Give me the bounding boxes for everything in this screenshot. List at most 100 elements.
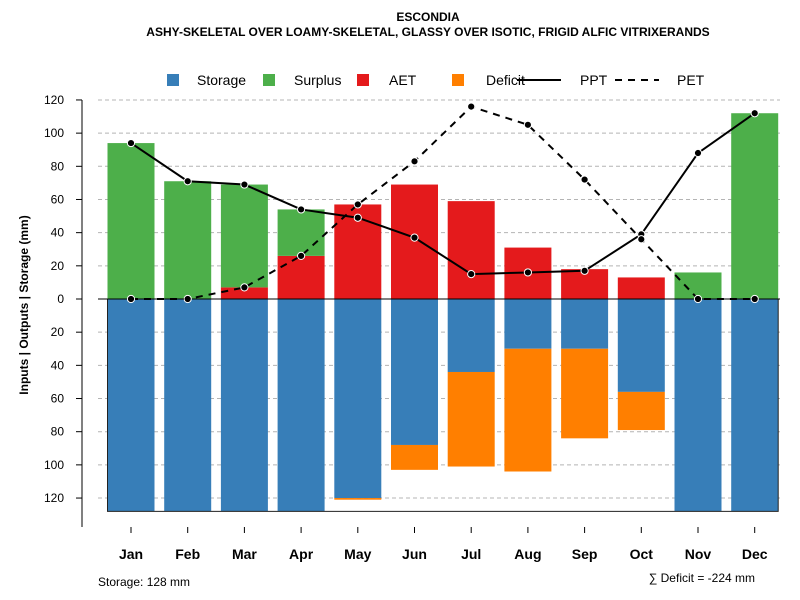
y-tick-label: 80: [51, 425, 65, 439]
line-ppt: [130, 112, 756, 276]
point-ppt-sep: [580, 266, 589, 275]
point-pet-apr: [297, 251, 306, 260]
x-tick-label-aug: Aug: [514, 546, 541, 562]
y-tick-label: 80: [51, 159, 65, 173]
y-tick-label: 100: [44, 126, 64, 140]
x-tick-label-jun: Jun: [402, 546, 427, 562]
y-axis-label: Inputs | Outputs | Storage (mm): [17, 215, 31, 394]
bar-deficit-aug: [504, 348, 552, 472]
lines: [126, 102, 759, 304]
point-ppt-dec: [750, 109, 759, 118]
x-tick-label-jan: Jan: [119, 546, 143, 562]
bar-deficit-jun: [391, 444, 438, 470]
point-ppt-feb: [183, 177, 192, 186]
point-ppt-jul: [467, 270, 476, 279]
y-tick-label: 60: [51, 192, 65, 206]
legend-label-surplus: Surplus: [294, 72, 341, 88]
bar-surplus-dec: [731, 113, 779, 299]
bar-surplus-feb: [164, 181, 212, 299]
point-pet-jun: [410, 157, 419, 166]
bar-storage-apr: [277, 299, 325, 512]
y-tick-label: 120: [44, 491, 64, 505]
point-pet-jul: [467, 102, 476, 111]
point-pet-may: [353, 200, 362, 209]
bar-surplus-nov: [674, 272, 722, 299]
point-pet-nov: [693, 294, 703, 304]
x-tick-label-sep: Sep: [572, 546, 598, 562]
legend-label-deficit: Deficit: [486, 72, 525, 88]
bar-storage-jan: [107, 299, 155, 512]
y-tick-label: 100: [44, 458, 64, 472]
x-tick-label-dec: Dec: [742, 546, 768, 562]
y-tick-label: 0: [57, 292, 64, 306]
bar-surplus-apr: [277, 209, 325, 256]
deficit-note: ∑ Deficit = -224 mm: [649, 571, 755, 585]
bar-storage-oct: [617, 299, 665, 392]
storage-capacity-outline: [107, 299, 779, 512]
legend-label-pet: PET: [677, 72, 705, 88]
point-ppt-nov: [693, 148, 703, 158]
x-tick-label-apr: Apr: [289, 546, 314, 562]
bar-storage-aug: [504, 299, 552, 349]
bar-storage-mar: [220, 299, 268, 512]
point-ppt-jan: [126, 138, 136, 148]
x-tick-label-mar: Mar: [232, 546, 257, 562]
storage-note: Storage: 128 mm: [98, 575, 190, 589]
point-ppt-apr: [297, 205, 306, 214]
x-tick-label-oct: Oct: [630, 546, 654, 562]
y-tick-label: 40: [51, 358, 65, 372]
line-pet: [131, 105, 755, 300]
y-tick-label: 120: [44, 93, 64, 107]
point-ppt-jun: [410, 233, 419, 242]
bar-aet-apr: [277, 255, 325, 299]
bar-storage-jun: [391, 299, 438, 445]
point-pet-aug: [523, 120, 533, 129]
bar-storage-dec: [731, 299, 779, 512]
bar-storage-feb: [164, 299, 212, 512]
bar-aet-jun: [391, 184, 438, 299]
chart-title: ESCONDIA: [396, 10, 460, 24]
y-tick-label: 20: [51, 325, 65, 339]
legend-swatch-storage: [167, 74, 179, 86]
point-pet-dec: [750, 294, 759, 304]
x-tick-label-nov: Nov: [685, 546, 712, 562]
x-tick-label-jul: Jul: [461, 546, 481, 562]
bars: [98, 113, 780, 512]
legend-label-ppt: PPT: [580, 72, 608, 88]
legend-label-aet: AET: [389, 72, 417, 88]
chart-subtitle: ASHY-SKELETAL OVER LOAMY-SKELETAL, GLASS…: [146, 25, 709, 39]
bar-surplus-mar: [220, 184, 268, 288]
legend: Storage Surplus AET Deficit PPT PET: [167, 72, 705, 88]
bar-storage-nov: [674, 299, 722, 512]
point-pet-oct: [637, 235, 646, 244]
bar-deficit-oct: [617, 391, 665, 431]
legend-swatch-aet: [357, 74, 369, 86]
y-tick-label: 60: [51, 392, 65, 406]
bar-aet-jul: [447, 201, 495, 299]
point-ppt-mar: [240, 180, 249, 189]
x-tick-label-feb: Feb: [175, 546, 200, 562]
bar-aet-mar: [220, 287, 268, 299]
legend-label-storage: Storage: [197, 72, 246, 88]
bar-aet-oct: [617, 277, 665, 299]
bar-storage-jul: [447, 299, 495, 372]
bar-deficit-sep: [561, 348, 609, 439]
point-pet-sep: [580, 175, 589, 184]
bar-storage-may: [334, 299, 382, 499]
axes: 120 100 80 60 40 20 0 20 40 60 80 100 120 Jan Feb Mar Ap…: [44, 93, 768, 562]
point-pet-mar: [240, 283, 249, 292]
y-tick-label: 40: [51, 226, 65, 240]
bar-deficit-jul: [447, 371, 495, 467]
x-tick-label-may: May: [344, 546, 371, 562]
point-ppt-aug: [523, 268, 533, 277]
point-pet-jan: [126, 294, 136, 304]
y-tick-label: 20: [51, 259, 65, 273]
point-ppt-may: [353, 213, 362, 222]
legend-swatch-surplus: [263, 74, 275, 86]
bar-deficit-may: [334, 498, 382, 500]
bar-surplus-jan: [107, 143, 155, 299]
legend-swatch-deficit: [452, 74, 464, 86]
bar-storage-sep: [561, 299, 609, 349]
point-pet-feb: [183, 294, 192, 304]
